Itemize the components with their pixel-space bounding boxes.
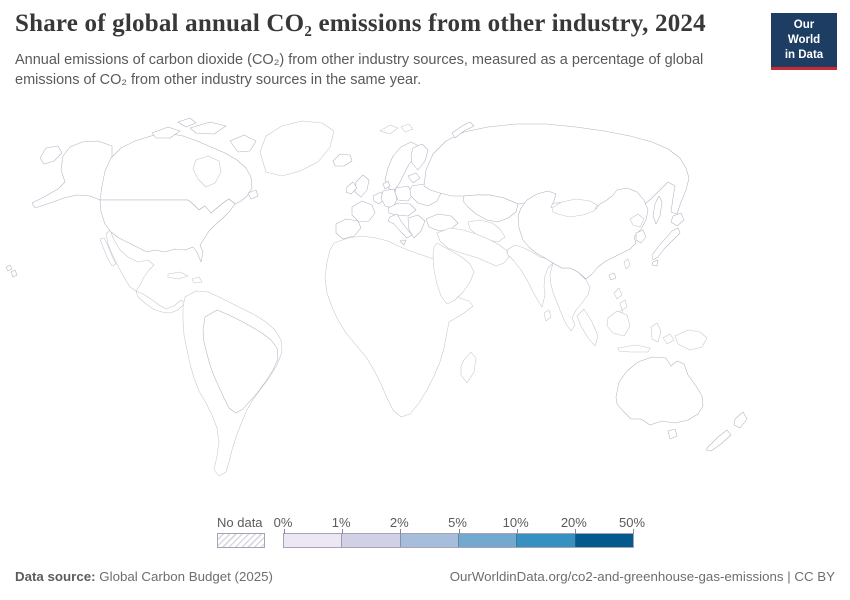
country-finland[interactable]	[410, 143, 429, 171]
legend-tick-label: 5%	[448, 515, 467, 530]
world-map	[5, 117, 748, 477]
country-kazakhstan[interactable]	[462, 194, 519, 223]
country-greenland[interactable]	[259, 120, 335, 177]
owid-logo: Our World in Data	[771, 13, 837, 70]
country-canada-arctic-island[interactable]	[177, 117, 197, 128]
country-indonesia-java[interactable]	[617, 344, 651, 353]
country-south-korea[interactable]	[635, 229, 647, 244]
owid-logo-line2: in Data	[784, 48, 824, 61]
country-ireland[interactable]	[345, 181, 358, 195]
country-china-hainan[interactable]	[608, 272, 617, 281]
region-arabian-peninsula[interactable]	[432, 242, 475, 305]
country-canada-baffin[interactable]	[229, 134, 257, 153]
country-japan-kyushu[interactable]	[651, 259, 659, 267]
legend-no-data-swatch[interactable]	[217, 533, 265, 548]
country-russia-chukotka[interactable]	[39, 145, 63, 165]
country-india[interactable]	[506, 244, 554, 308]
country-new-zealand-north[interactable]	[733, 411, 748, 429]
legend-tick-label: 1%	[331, 515, 351, 530]
data-source-label: Data source:	[15, 569, 96, 584]
legend-tick-mark	[342, 529, 344, 534]
country-mexico-baja[interactable]	[99, 237, 117, 267]
country-france[interactable]	[351, 200, 376, 223]
legend-bin-1%-2%[interactable]	[341, 534, 400, 547]
legend-tick-label: 10%	[502, 515, 529, 530]
page-title: Share of global annual CO₂ emissions fro…	[15, 10, 706, 37]
country-indonesia-papua[interactable]	[662, 333, 675, 345]
legend-bar	[283, 529, 634, 548]
chart-footer: Data source: Global Carbon Budget (2025)…	[15, 569, 835, 584]
region-central-asia[interactable]	[467, 219, 506, 243]
country-iceland[interactable]	[332, 153, 353, 167]
legend-tick-mark	[400, 529, 402, 534]
legend-bin-20%-50%[interactable]	[574, 534, 633, 547]
legend-tick-mark	[516, 529, 518, 534]
region-central-europe[interactable]	[387, 202, 417, 217]
country-denmark[interactable]	[382, 180, 391, 190]
map-legend: No data 0% 1% 2% 5% 10% 20% 50%	[217, 515, 645, 551]
legend-ticks: 0% 1% 2% 5% 10% 20% 50%	[274, 515, 645, 531]
country-new-zealand-south[interactable]	[705, 429, 732, 452]
country-poland[interactable]	[394, 185, 414, 202]
country-sri-lanka[interactable]	[543, 309, 552, 322]
legend-tick-mark	[633, 529, 634, 534]
country-mongolia[interactable]	[551, 198, 598, 218]
country-canada-arctic-island[interactable]	[189, 121, 227, 135]
region-iran-pakistan[interactable]	[436, 227, 510, 267]
legend-tick-mark	[574, 529, 576, 534]
hudson-bay-water	[192, 155, 222, 188]
legend-bin-10%-20%[interactable]	[516, 534, 575, 547]
footer-link: OurWorldinData.org/co2-and-greenhouse-ga…	[449, 569, 835, 584]
legend-tick-label: 2%	[389, 515, 409, 530]
country-japan-honshu[interactable]	[651, 227, 681, 261]
country-australia-tasmania[interactable]	[667, 428, 678, 440]
country-russia-sakhalin[interactable]	[652, 195, 663, 225]
legend-bin-0%-1%[interactable]	[284, 534, 342, 547]
country-hispaniola[interactable]	[191, 276, 203, 284]
country-italy-sicily[interactable]	[399, 239, 407, 246]
country-cuba[interactable]	[167, 271, 189, 280]
data-source: Data source: Global Carbon Budget (2025)	[15, 569, 273, 584]
legend-tick-label: 50%	[618, 515, 646, 530]
region-baltics[interactable]	[407, 172, 421, 184]
country-mexico[interactable]	[105, 229, 155, 292]
owid-logo-line1: Our World	[787, 19, 821, 46]
region-africa[interactable]	[324, 235, 474, 418]
country-italy[interactable]	[387, 213, 413, 239]
region-spain-portugal[interactable]	[335, 218, 362, 240]
page-subtitle: Annual emissions of carbon dioxide (CO₂)…	[15, 52, 704, 88]
country-usa-hawaii[interactable]	[5, 264, 18, 278]
country-indonesia-borneo[interactable]	[606, 310, 631, 337]
country-papua-new-guinea[interactable]	[674, 329, 708, 351]
legend-no-data-label: No data	[217, 515, 263, 530]
legend-bin-5%-10%[interactable]	[457, 534, 517, 547]
data-source-value: Global Carbon Budget (2025)	[99, 569, 273, 584]
country-svalbard[interactable]	[379, 123, 414, 135]
country-taiwan[interactable]	[623, 258, 631, 270]
country-madagascar[interactable]	[460, 351, 477, 384]
country-united-states[interactable]	[99, 198, 236, 263]
legend-tick-mark	[284, 529, 285, 534]
country-canada-newfoundland[interactable]	[247, 189, 259, 200]
legend-tick-label: 20%	[560, 515, 587, 530]
country-russia-novaya-zemlya[interactable]	[451, 121, 475, 139]
region-central-america[interactable]	[135, 290, 186, 314]
legend-tick-mark	[458, 529, 460, 534]
country-turkey[interactable]	[425, 213, 459, 232]
country-indonesia-sumatra[interactable]	[576, 308, 599, 347]
region-balkans-greece[interactable]	[407, 214, 426, 239]
legend-bin-2%-5%[interactable]	[399, 534, 458, 547]
country-united-kingdom[interactable]	[354, 174, 370, 198]
legend-tick-label: 0%	[273, 515, 293, 530]
country-japan-hokkaido[interactable]	[670, 212, 685, 227]
country-australia[interactable]	[615, 356, 704, 426]
country-canada-arctic-island[interactable]	[151, 126, 181, 139]
country-brazil[interactable]	[202, 309, 279, 414]
country-indonesia-sulawesi[interactable]	[650, 322, 662, 343]
country-north-korea[interactable]	[629, 213, 645, 228]
